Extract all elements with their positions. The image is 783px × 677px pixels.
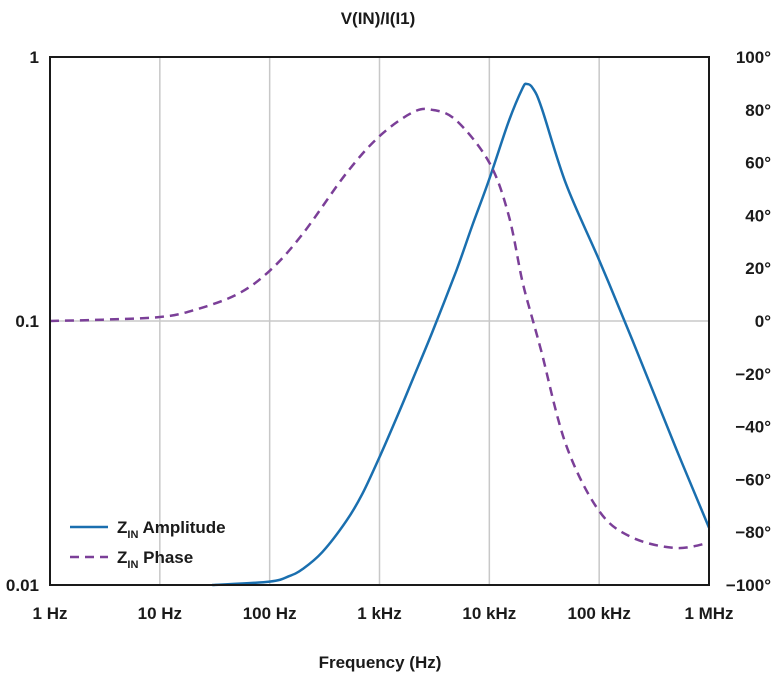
legend-phase-label: ZIN Phase bbox=[117, 548, 193, 571]
y-right-tick-label: 0° bbox=[755, 312, 771, 331]
y-right-tick-label: −40° bbox=[735, 418, 771, 437]
plot-frame bbox=[49, 56, 710, 586]
x-tick-label: 100 Hz bbox=[243, 604, 297, 623]
x-tick-label: 10 Hz bbox=[138, 604, 182, 623]
legend-symbol: Z bbox=[117, 548, 127, 567]
y-right-tick-label: 60° bbox=[745, 154, 771, 173]
right-tick-labels: 100° 80° 60° 40° 20° 0° −20° −40° −60° −80° −100° bbox=[726, 48, 771, 595]
legend-text: Amplitude bbox=[138, 518, 225, 537]
y-right-tick-label: 20° bbox=[745, 259, 771, 278]
gridlines bbox=[50, 57, 709, 585]
legend-symbol: Z bbox=[117, 518, 127, 537]
legend-subscript: IN bbox=[127, 559, 138, 571]
left-tick-labels: 0.01 0.1 1 bbox=[6, 48, 39, 595]
y-left-tick-label: 1 bbox=[30, 48, 39, 67]
x-tick-label: 1 kHz bbox=[357, 604, 401, 623]
y-left-tick-label: 0.1 bbox=[15, 312, 39, 331]
amplitude-line bbox=[212, 82, 711, 587]
y-right-tick-label: −60° bbox=[735, 470, 771, 489]
x-axis-label: Frequency (Hz) bbox=[319, 653, 442, 672]
y-right-tick-label: 80° bbox=[745, 101, 771, 120]
x-tick-label: 10 kHz bbox=[462, 604, 516, 623]
y-left-tick-label: 0.01 bbox=[6, 576, 39, 595]
series-lines bbox=[49, 82, 711, 587]
legend-text: Phase bbox=[138, 548, 193, 567]
legend-subscript: IN bbox=[127, 529, 138, 541]
x-tick-label: 1 MHz bbox=[684, 604, 733, 623]
chart-title: V(IN)/I(I1) bbox=[341, 9, 416, 28]
y-right-tick-label: 100° bbox=[736, 48, 771, 67]
x-tick-labels: 1 Hz 10 Hz 100 Hz 1 kHz 10 kHz 100 kHz 1 MHz bbox=[33, 604, 734, 623]
legend-amplitude-label: ZIN Amplitude bbox=[117, 518, 226, 541]
x-tick-label: 100 kHz bbox=[568, 604, 631, 623]
y-right-tick-label: −20° bbox=[735, 365, 771, 384]
x-tick-label: 1 Hz bbox=[33, 604, 68, 623]
phase-line bbox=[49, 107, 710, 550]
y-right-tick-label: −100° bbox=[726, 576, 771, 595]
y-right-tick-label: −80° bbox=[735, 523, 771, 542]
y-right-tick-label: 40° bbox=[745, 206, 771, 225]
